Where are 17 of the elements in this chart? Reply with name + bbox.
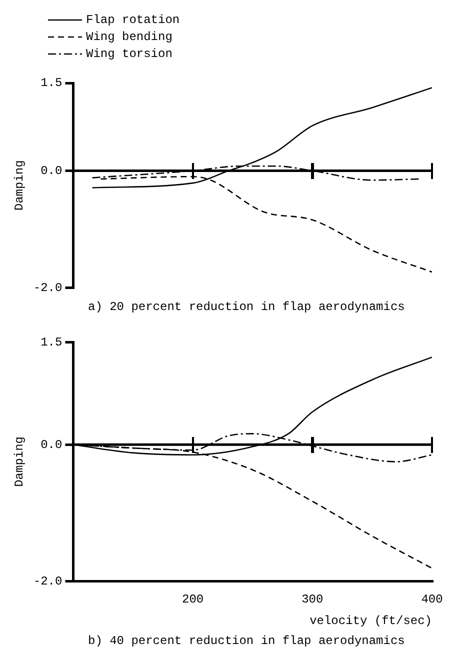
y-axis-title: Damping [12, 160, 26, 211]
x-tick-label: 300 [302, 592, 324, 607]
y-tick-label: 1.5 [40, 335, 62, 350]
text: b) 40 percent reduction in flap aerodynamics [87, 634, 406, 648]
y-tick-label: -2.0 [33, 574, 62, 588]
x-tick-label: 200 [182, 592, 204, 607]
y-tick-label: 0.0 [40, 438, 62, 452]
x-tick-label: 400 [421, 592, 443, 607]
y-tick-label: 0.0 [40, 164, 62, 178]
legend-label: Wing torsion [86, 47, 172, 62]
y-axis-title: Damping [12, 436, 26, 487]
legend-label: Wing bending [86, 30, 172, 44]
legend-label: Flap rotation [86, 13, 180, 28]
text: a) 20 percent reduction in flap aerodynamics [87, 300, 406, 314]
x-axis-title: velocity (ft/sec) [310, 614, 432, 628]
y-tick-label: 1.5 [40, 76, 62, 90]
y-tick-label: -2.0 [33, 280, 62, 295]
